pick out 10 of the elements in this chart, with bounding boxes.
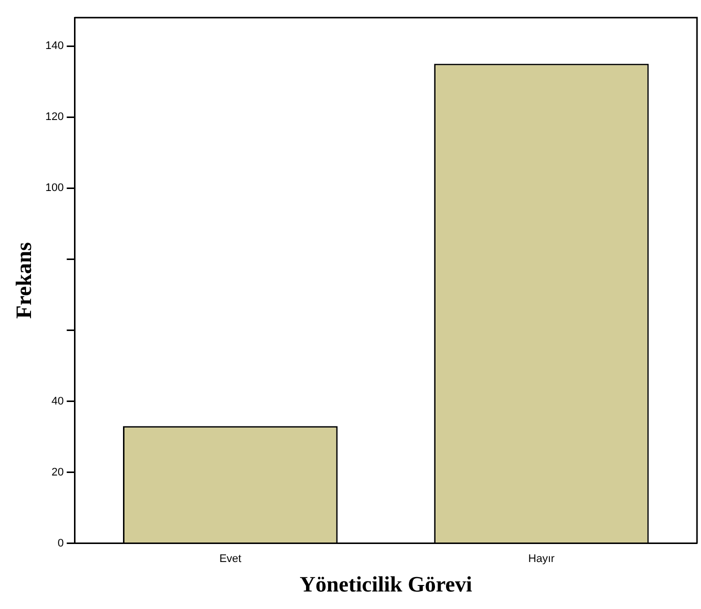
y-tick-label: 140 (45, 40, 64, 52)
y-axis-title: Frekans (10, 242, 36, 319)
y-tick-label: 0 (58, 537, 64, 550)
y-tick-label: 100 (45, 182, 64, 194)
y-tick-label: 40 (52, 395, 64, 408)
x-tick-label: Hayır (528, 553, 555, 566)
x-tick-label: Evet (219, 553, 242, 566)
y-tick-label: 120 (45, 111, 64, 124)
x-axis-title: Yöneticilik Görevi (300, 571, 472, 596)
y-tick-label: 20 (52, 466, 64, 478)
